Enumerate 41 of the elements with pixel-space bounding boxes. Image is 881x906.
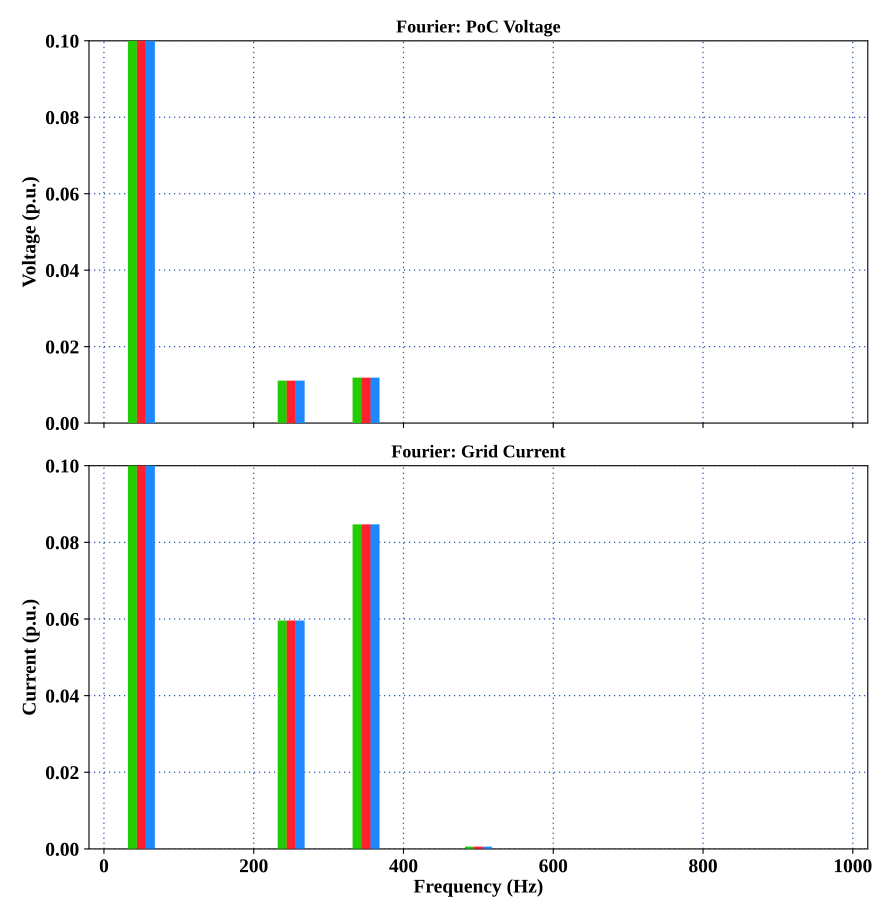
bar — [278, 380, 287, 424]
y-tick-label: 0.10 — [46, 34, 79, 48]
x-tick-label: 0 — [100, 859, 108, 872]
bar — [136, 40, 146, 424]
y-tick-label: 0.08 — [46, 536, 79, 550]
y-tick-label: 0.04 — [46, 264, 79, 278]
chart-title: Fourier: PoC Voltage — [396, 20, 560, 36]
bar — [278, 620, 287, 849]
x-tick-label: 600 — [539, 859, 568, 872]
bar — [370, 524, 380, 849]
x-tick-label: 400 — [389, 859, 418, 872]
bar — [362, 378, 371, 424]
bar — [370, 378, 380, 424]
y-axis-title: Voltage (p.u.) — [22, 177, 40, 288]
bar — [286, 620, 296, 849]
y-tick-label: 0.10 — [46, 460, 79, 473]
y-axis-title: Current (p.u.) — [22, 600, 40, 715]
bar — [286, 380, 296, 424]
y-tick-label: 0.02 — [46, 766, 78, 780]
bar — [296, 380, 305, 424]
x-axis-title: Frequency (Hz) — [414, 879, 542, 897]
y-tick-label: 0.04 — [46, 689, 79, 703]
bar — [352, 378, 362, 424]
y-tick-label: 0.06 — [46, 612, 79, 626]
chart-title: Fourier: Grid Current — [392, 444, 566, 458]
bar — [362, 524, 371, 849]
x-tick-label: 800 — [689, 859, 717, 872]
x-tick-label: 1000 — [834, 859, 872, 872]
bar — [146, 40, 155, 424]
y-tick-label: 0.00 — [46, 842, 79, 856]
y-tick-label: 0.00 — [46, 416, 79, 430]
x-tick-label: 200 — [240, 859, 268, 872]
y-tick-label: 0.06 — [46, 188, 79, 201]
bar — [352, 524, 362, 849]
bar — [128, 40, 137, 424]
bar — [296, 620, 305, 849]
bar — [136, 466, 146, 849]
bar — [146, 466, 155, 849]
y-tick-label: 0.02 — [46, 340, 78, 354]
y-tick-label: 0.08 — [46, 111, 79, 124]
bar — [128, 466, 137, 849]
